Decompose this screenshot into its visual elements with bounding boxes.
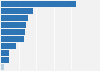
Bar <box>1 15 28 21</box>
Bar <box>1 1 76 7</box>
Bar <box>1 22 26 28</box>
Bar <box>1 8 33 14</box>
Bar <box>1 29 25 35</box>
Bar <box>1 36 23 42</box>
Bar <box>1 43 16 49</box>
Bar <box>1 50 10 56</box>
Bar <box>1 64 4 70</box>
Bar <box>1 57 9 63</box>
